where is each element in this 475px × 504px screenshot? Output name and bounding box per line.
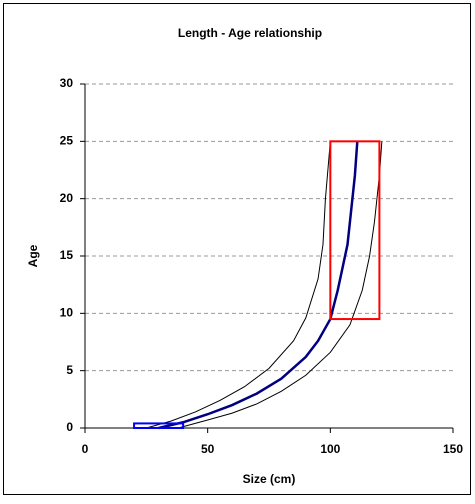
line-series [178, 141, 383, 429]
x-tick-label: 0 [82, 442, 89, 456]
y-tick-label: 25 [60, 134, 74, 148]
range-box [133, 422, 185, 429]
y-tick-label: 30 [60, 76, 74, 90]
range-box [329, 140, 381, 321]
y-tick-label: 5 [66, 363, 73, 377]
x-tick-label: 100 [320, 442, 340, 456]
y-tick-label: 20 [60, 191, 74, 205]
chart-title: Length - Age relationship [178, 26, 322, 40]
x-tick-label: 50 [201, 442, 215, 456]
line-series [146, 141, 331, 429]
y-tick-label: 10 [60, 306, 74, 320]
x-axis-label: Size (cm) [243, 472, 296, 486]
line-series [158, 141, 359, 430]
y-tick-label: 0 [66, 420, 73, 434]
x-tick-label: 150 [443, 442, 463, 456]
chart-frame [3, 3, 471, 495]
y-tick-label: 15 [60, 248, 74, 262]
y-axis-label: Age [26, 244, 40, 267]
